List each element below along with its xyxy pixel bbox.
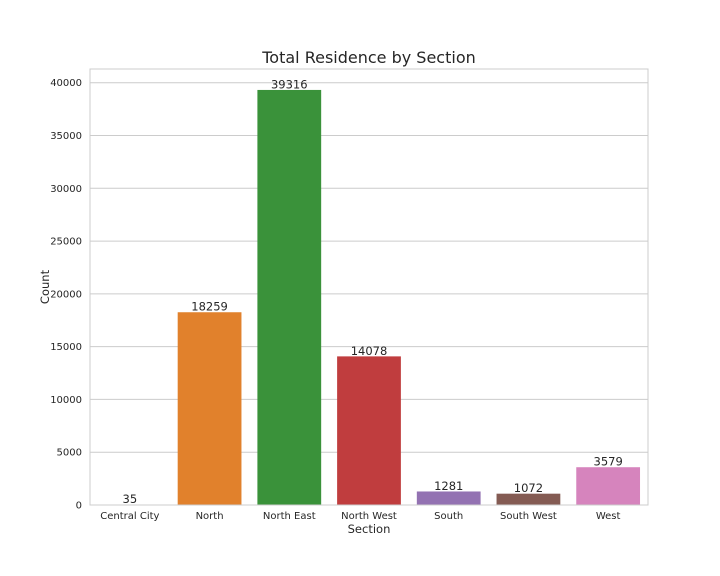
data-label: 39316 xyxy=(271,77,308,91)
x-tick-label: North West xyxy=(341,511,397,522)
bar xyxy=(177,312,242,505)
y-tick-label: 40000 xyxy=(50,78,82,89)
y-tick-label: 10000 xyxy=(50,395,82,406)
x-tick-labels: Central City North North East North West Sou… xyxy=(100,511,620,522)
y-tick-label: 5000 xyxy=(57,448,82,459)
data-labels: 35 18259 39316 14078 1281 1072 3579 xyxy=(123,77,623,506)
data-label: 35 xyxy=(123,492,138,506)
x-tick-label: North East xyxy=(263,511,316,522)
y-tick-label: 25000 xyxy=(50,237,82,248)
data-label: 14078 xyxy=(351,344,388,358)
y-tick-label: 20000 xyxy=(50,289,82,300)
y-tick-label: 30000 xyxy=(50,184,82,195)
x-tick-label: South xyxy=(434,511,463,522)
y-tick-label: 0 xyxy=(76,501,82,512)
x-tick-label: South West xyxy=(500,511,557,522)
chart-title: Total Residence by Section xyxy=(261,48,476,67)
data-label: 18259 xyxy=(191,300,228,314)
bars xyxy=(97,89,641,506)
bar xyxy=(416,491,481,505)
x-tick-label: Central City xyxy=(100,511,159,522)
x-tick-label: West xyxy=(596,511,621,522)
x-tick-label: North xyxy=(196,511,224,522)
plot-frame xyxy=(89,68,649,506)
x-axis-label: Section xyxy=(348,522,391,536)
y-tick-label: 15000 xyxy=(50,342,82,353)
bar xyxy=(576,467,641,505)
bar xyxy=(496,493,561,505)
y-tick-label: 35000 xyxy=(50,131,82,142)
data-label: 1072 xyxy=(514,481,543,495)
bar xyxy=(337,356,401,505)
bar xyxy=(257,89,322,506)
data-label: 1281 xyxy=(434,479,463,493)
data-label: 3579 xyxy=(594,455,623,469)
y-tick-labels: 0 5000 10000 15000 20000 25000 30000 35000 40000 xyxy=(50,78,82,511)
y-axis-label: Count xyxy=(38,269,52,304)
